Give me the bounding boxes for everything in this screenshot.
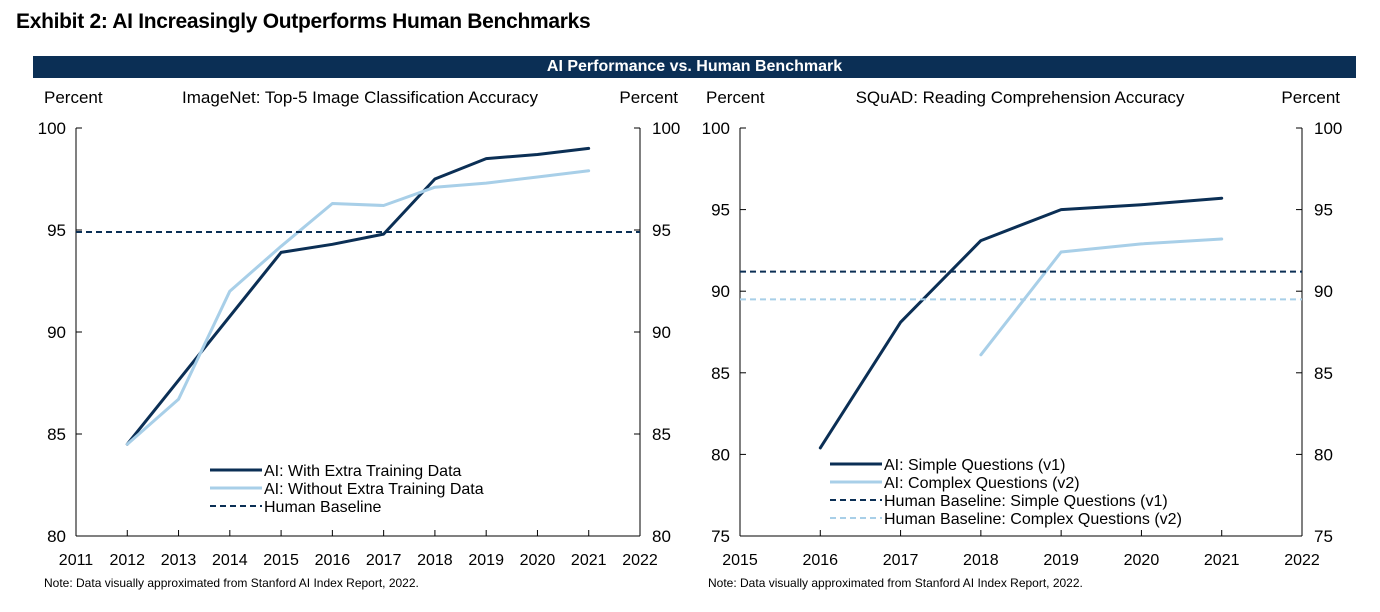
squad-y-tick-label-right: 80 [1314, 445, 1333, 464]
squad-y-tick-label-left: 100 [702, 119, 730, 138]
squad-y-tick-label-right: 75 [1314, 527, 1333, 546]
squad-x-tick-label: 2015 [722, 552, 758, 569]
squad-y-tick-label-left: 95 [711, 201, 730, 220]
imagenet-x-tick-label: 2022 [622, 552, 658, 569]
imagenet-y-tick-label-left: 80 [47, 527, 66, 546]
imagenet-chart-svg: Percent ImageNet: Top-5 Image Classificat… [38, 88, 681, 569]
squad-chart: Percent SQuAD: Reading Comprehension Accu… [690, 80, 1380, 570]
imagenet-note: Note: Data visually approximated from St… [44, 576, 419, 590]
squad-series-line-0 [818, 196, 1224, 450]
imagenet-x-tick-label: 2013 [161, 552, 197, 569]
imagenet-y-tick-label-left: 95 [47, 221, 66, 240]
imagenet-y-tick-label-right: 90 [652, 323, 671, 342]
imagenet-x-tick-label: 2020 [520, 552, 556, 569]
imagenet-x-tick-label: 2014 [212, 552, 248, 569]
squad-y-tick-label-right: 90 [1314, 282, 1333, 301]
squad-note: Note: Data visually approximated from St… [708, 576, 1083, 590]
squad-legend-label-1: AI: Complex Questions (v2) [884, 475, 1080, 492]
squad-x-tick-label: 2018 [963, 552, 999, 569]
squad-y-tick-label-left: 85 [711, 364, 730, 383]
squad-x-tick-label: 2021 [1204, 552, 1240, 569]
imagenet-x-tick-label: 2021 [571, 552, 607, 569]
squad-ylabel-left: Percent [706, 88, 765, 107]
squad-y-tick-label-right: 100 [1314, 119, 1342, 138]
squad-legend-label-0: AI: Simple Questions (v1) [884, 457, 1065, 474]
imagenet-x-tick-label: 2016 [315, 552, 351, 569]
squad-x-tick-label: 2020 [1124, 552, 1160, 569]
imagenet-x-tick-label: 2011 [59, 552, 94, 569]
squad-series-line-1 [979, 237, 1224, 357]
imagenet-chart-title: ImageNet: Top-5 Image Classification Acc… [182, 88, 538, 107]
imagenet-y-tick-label-left: 100 [38, 119, 66, 138]
imagenet-x-tick-label: 2017 [366, 552, 402, 569]
imagenet-y-tick-label-right: 95 [652, 221, 671, 240]
squad-x-tick-label: 2017 [883, 552, 919, 569]
imagenet-x-tick-label: 2019 [468, 552, 504, 569]
squad-y-tick-label-right: 95 [1314, 201, 1333, 220]
imagenet-x-tick-label: 2018 [417, 552, 453, 569]
squad-chart-svg: Percent SQuAD: Reading Comprehension Accu… [702, 88, 1343, 569]
squad-y-tick-label-left: 90 [711, 282, 730, 301]
imagenet-ylabel-left: Percent [44, 88, 103, 107]
imagenet-x-tick-label: 2015 [263, 552, 299, 569]
imagenet-legend-label-2: Human Baseline [264, 499, 382, 516]
squad-legend-label-2: Human Baseline: Simple Questions (v1) [884, 493, 1168, 510]
imagenet-series-line-1 [125, 169, 591, 446]
squad-y-tick-label-left: 75 [711, 527, 730, 546]
imagenet-series-line-0 [125, 146, 591, 446]
squad-y-tick-label-left: 80 [711, 445, 730, 464]
banner-title: AI Performance vs. Human Benchmark [33, 56, 1356, 78]
imagenet-y-tick-label-left: 85 [47, 425, 66, 444]
exhibit-title: Exhibit 2: AI Increasingly Outperforms H… [16, 10, 591, 33]
imagenet-y-tick-label-right: 85 [652, 425, 671, 444]
squad-chart-title: SQuAD: Reading Comprehension Accuracy [856, 88, 1185, 107]
imagenet-ylabel-right: Percent [619, 88, 678, 107]
imagenet-legend-label-0: AI: With Extra Training Data [264, 463, 462, 480]
squad-y-tick-label-right: 85 [1314, 364, 1333, 383]
imagenet-legend-label-1: AI: Without Extra Training Data [264, 481, 484, 498]
imagenet-y-tick-label-left: 90 [47, 323, 66, 342]
squad-x-tick-label: 2019 [1043, 552, 1079, 569]
squad-legend-label-3: Human Baseline: Complex Questions (v2) [884, 511, 1182, 528]
imagenet-chart: Percent ImageNet: Top-5 Image Classificat… [0, 80, 690, 570]
squad-x-tick-label: 2022 [1284, 552, 1320, 569]
imagenet-x-tick-label: 2012 [109, 552, 145, 569]
imagenet-y-tick-label-right: 80 [652, 527, 671, 546]
squad-x-tick-label: 2016 [802, 552, 838, 569]
imagenet-y-tick-label-right: 100 [652, 119, 680, 138]
squad-ylabel-right: Percent [1281, 88, 1340, 107]
